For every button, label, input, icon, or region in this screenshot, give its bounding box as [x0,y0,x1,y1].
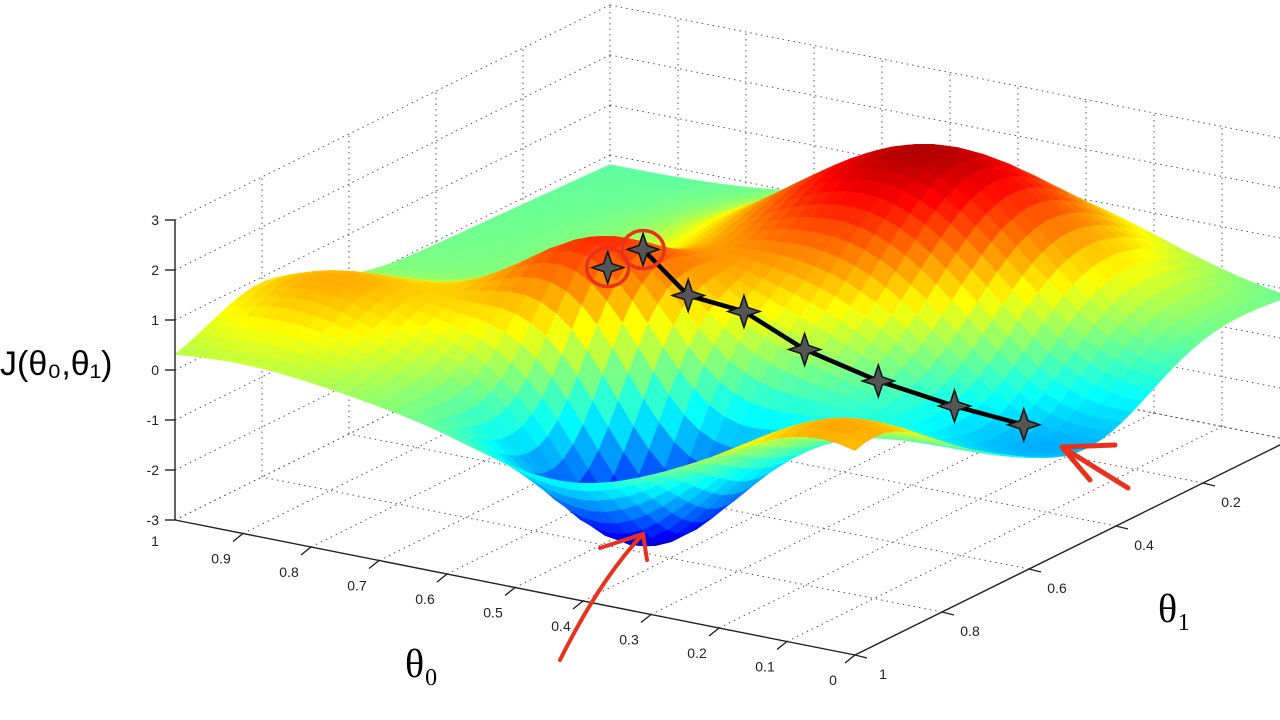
x-tick [708,627,720,637]
x-tick [640,613,652,624]
y-tick-label: 0.6 [1047,580,1067,596]
x-tick [572,600,584,610]
annotations [558,228,1131,662]
path-star-marker [936,387,973,425]
x-tick-label: 0.1 [755,659,775,675]
y-tick [1202,482,1216,487]
z-tick-label: -1 [147,412,160,428]
side-wall-grid-line [174,304,611,521]
y-tick [941,611,955,616]
y-tick-label: 0.4 [1134,537,1154,553]
path-star-marker [1005,406,1043,444]
side-wall-grid-line [174,104,611,321]
path-star-marker [725,293,763,330]
back-wall-grid-line [609,54,1280,189]
x-tick-label: 0.6 [415,591,435,607]
side-wall-grid-line [174,54,611,271]
arrow-to-minimum [558,531,649,662]
highlight-circle [620,228,666,271]
z-tick-label: 1 [151,312,159,328]
floor-grid-line [650,399,1087,615]
z-tick-label: 0 [151,362,159,378]
x-tick-label: 0.8 [279,564,299,580]
x-tick-label: 0 [829,672,837,688]
floor-grid-line [718,412,1155,629]
x-tick [504,586,516,597]
path-star-marker [669,277,707,314]
y-tick-label: 0.8 [960,623,980,639]
arrow-to-path-end [1059,442,1131,491]
x-tick [844,654,856,664]
x-tick-label: 0.5 [483,605,503,621]
x-tick [436,573,448,583]
z-tick-label: -2 [147,462,160,478]
path-star-marker [624,231,662,268]
surface-patch [838,435,866,451]
x-tick [300,546,312,556]
z-axis-label: J(θ₀,θ₁) [0,345,113,383]
x-axis-label: θ₀ [405,641,439,686]
path-star-marker [589,249,627,286]
gradient-descent-path [589,231,1043,444]
floor-grid-line [786,426,1223,642]
x-tick [368,559,380,570]
x-tick-label: 1 [151,533,159,549]
side-wall-grid-line [174,4,611,221]
z-tick-label: 3 [151,212,159,228]
x-tick-label: 0.7 [347,578,367,594]
back-wall-grid-line [609,4,1280,139]
cost-surface [174,144,1280,547]
y-axis-line [854,444,1280,656]
y-tick [1115,525,1129,530]
floor-grid-line [261,476,943,613]
x-tick-label: 0.3 [619,632,639,648]
floor-grid-line [582,385,1019,602]
y-tick [1028,568,1042,573]
y-axis-label: θ₁ [1158,586,1192,631]
axes: -3 -2 -1 0 1 2 3 0 0.1 0.2 0.3 0.4 0.5 0.6 0.7 0.8 0.9 1 0… [147,212,1280,688]
z-tick-label: 2 [151,262,159,278]
x-tick-label: 0.4 [551,618,571,634]
x-tick-label: 0.2 [687,645,707,661]
x-tick-label: 0.9 [211,551,231,567]
x-tick [776,640,788,651]
y-tick [854,654,868,659]
y-tick-label: 1 [879,666,887,682]
y-tick-label: 0.2 [1221,494,1241,510]
highlight-circle [584,246,631,289]
x-tick [232,532,244,543]
z-tick-label: -3 [147,512,160,528]
path-star-marker [786,331,823,368]
path-star-marker [859,362,897,400]
